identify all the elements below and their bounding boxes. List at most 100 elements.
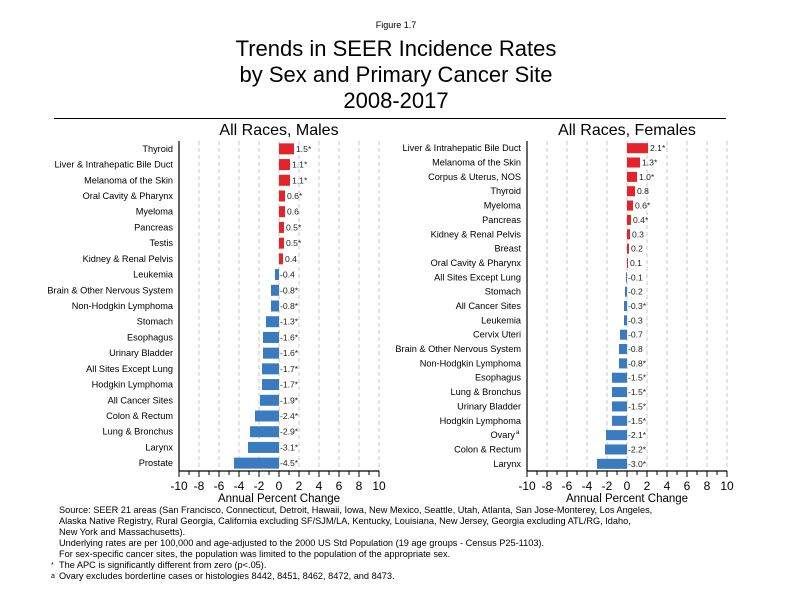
bar: [271, 284, 279, 296]
bar: [606, 430, 627, 441]
category-label: Oral Cavity & Pharynx: [83, 191, 174, 201]
category-label: All Sites Except Lung: [86, 364, 173, 374]
category-label: Lung & Bronchus: [451, 387, 522, 397]
x-tick-label: 2: [644, 479, 651, 493]
category-label: Ovary: [490, 430, 515, 440]
bar: [605, 444, 627, 455]
data-label: 0.5*: [286, 222, 302, 232]
data-label: -0.3: [628, 315, 643, 325]
bar: [619, 344, 627, 355]
x-tick-label: -10: [518, 479, 536, 493]
data-label: 0.6*: [287, 191, 303, 201]
data-label: -2.1*: [628, 430, 647, 440]
bar: [279, 253, 283, 265]
x-tick-label: -6: [562, 479, 573, 493]
data-label: -2.2*: [628, 444, 647, 454]
category-label: Melanoma of the Skin: [432, 158, 521, 168]
title-line-2: by Sex and Primary Cancer Site: [239, 62, 553, 87]
data-label: 0.2: [631, 244, 643, 254]
bar: [619, 358, 627, 369]
category-label: Esophagus: [127, 332, 173, 342]
x-tick-label: 0: [624, 479, 631, 493]
bar: [624, 315, 627, 326]
bar: [260, 394, 279, 406]
data-label: -1.7*: [280, 380, 299, 390]
data-label: 0.3: [632, 229, 644, 239]
data-label: 0.4*: [633, 215, 649, 225]
source-line-3: New York and Massachusetts).: [59, 527, 186, 537]
data-label: -0.8*: [280, 301, 299, 311]
category-label: Hodgkin Lymphoma: [440, 416, 522, 426]
data-label: -1.3*: [280, 317, 299, 327]
x-tick-label: -2: [602, 479, 613, 493]
source-line-5: For sex-specific cancer sites, the popul…: [59, 549, 451, 559]
data-label: -0.3*: [628, 301, 647, 311]
x-axis-title: Annual Percent Change: [218, 493, 340, 505]
panel-title-males: All Races, Males: [219, 122, 338, 139]
category-label: Leukemia: [481, 315, 522, 325]
category-label: Larynx: [145, 442, 173, 452]
bar: [627, 143, 648, 154]
x-tick-label: 8: [356, 479, 363, 493]
title-line-3: 2008-2017: [343, 88, 449, 113]
data-label: -1.5*: [628, 373, 647, 383]
data-label: 2.1*: [650, 143, 666, 153]
category-label: Non-Hodgkin Lymphoma: [420, 358, 522, 368]
data-label: -3.1*: [280, 442, 299, 452]
bar: [627, 186, 635, 197]
bar: [279, 143, 294, 155]
bar: [279, 190, 285, 202]
source-line-1: Source: SEER 21 areas (San Francisco, Co…: [59, 505, 653, 515]
data-label: 0.8: [637, 186, 649, 196]
bar: [627, 171, 637, 182]
category-label: Hodgkin Lymphoma: [92, 380, 174, 390]
category-label: Breast: [494, 244, 521, 254]
category-label: Stomach: [485, 287, 521, 297]
panel-title-females: All Races, Females: [558, 122, 696, 139]
data-label: -0.1: [628, 272, 643, 282]
bar: [625, 286, 627, 297]
category-label: Esophagus: [475, 373, 521, 383]
data-label: -1.7*: [280, 364, 299, 374]
data-label: -2.9*: [280, 427, 299, 437]
category-label: Non-Hodgkin Lymphoma: [72, 301, 174, 311]
category-label: Corpus & Uterus, NOS: [428, 172, 521, 182]
note-mark: *: [51, 562, 54, 569]
x-tick-label: 8: [704, 479, 711, 493]
category-label: Prostate: [139, 458, 173, 468]
bar: [627, 229, 630, 240]
bar: [248, 441, 279, 453]
data-label: -2.4*: [280, 411, 299, 421]
x-tick-label: -10: [170, 479, 188, 493]
bar: [279, 159, 290, 171]
bar: [627, 257, 628, 268]
data-label: 0.5*: [286, 238, 302, 248]
data-label: -0.7: [628, 330, 643, 340]
bar: [262, 363, 279, 375]
category-label: Leukemia: [133, 270, 174, 280]
bar: [279, 237, 284, 249]
data-label: -1.5*: [628, 387, 647, 397]
x-tick-label: 0: [276, 479, 283, 493]
chart-title: Trends in SEER Incidence Rates by Sex an…: [0, 36, 792, 114]
category-label: All Sites Except Lung: [434, 272, 521, 282]
bar: [612, 415, 627, 426]
bar: [263, 331, 279, 343]
data-label: -0.2: [628, 287, 643, 297]
title-divider: [54, 118, 726, 119]
data-label: -3.0*: [628, 459, 647, 469]
data-label: 1.3*: [642, 158, 658, 168]
data-label: 1.0*: [639, 172, 655, 182]
category-label: Colon & Rectum: [106, 411, 173, 421]
category-label: Kidney & Renal Pelvis: [83, 254, 174, 264]
x-tick-label: 2: [296, 479, 303, 493]
category-label: Oral Cavity & Pharynx: [431, 258, 522, 268]
figure-label: Figure 1.7: [375, 20, 417, 30]
data-label: -0.8: [628, 344, 643, 354]
x-tick-label: -2: [254, 479, 265, 493]
bar: [612, 372, 627, 383]
bar: [626, 272, 627, 283]
data-label: -0.8*: [628, 358, 647, 368]
data-label: 0.6: [287, 207, 299, 217]
